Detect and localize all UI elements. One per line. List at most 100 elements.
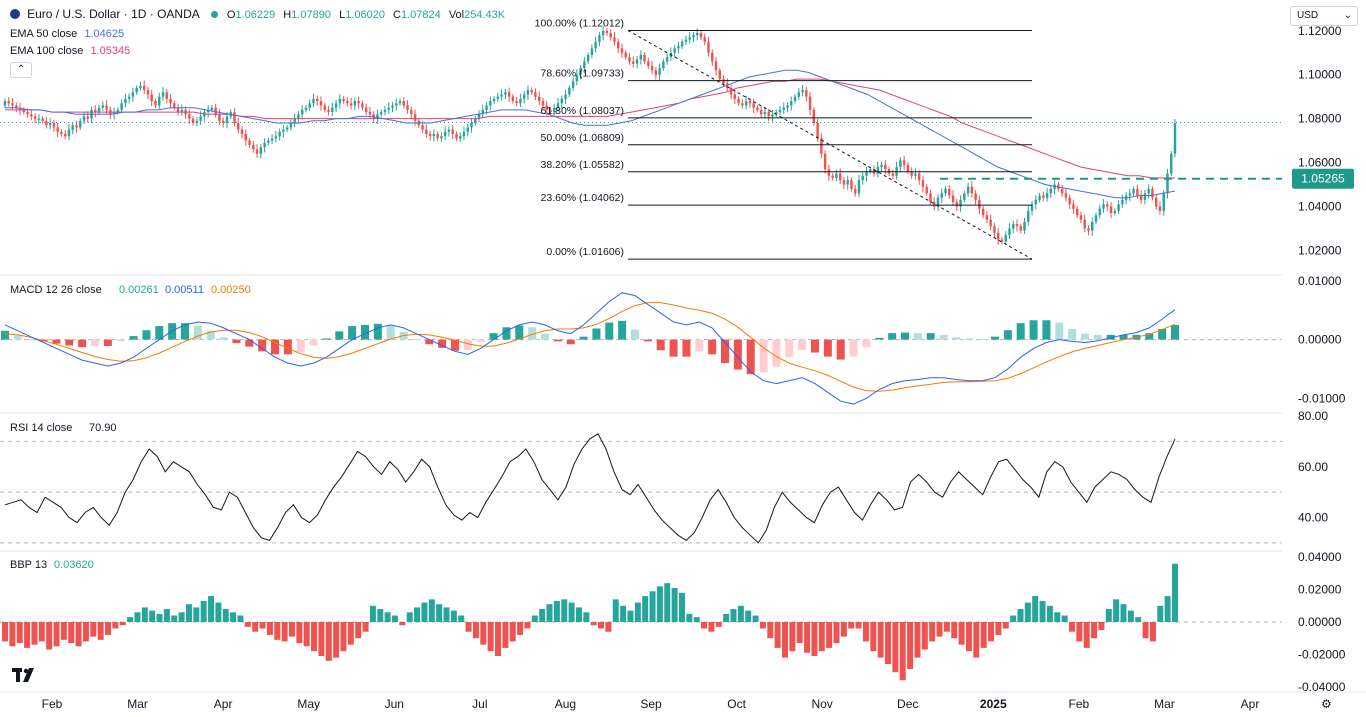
candle-body[interactable]	[933, 202, 936, 207]
candle-body[interactable]	[1154, 197, 1158, 207]
candle-body[interactable]	[1102, 204, 1105, 209]
symbol-title[interactable]: Euro / U.S. Dollar · 1D · OANDA	[27, 7, 200, 21]
candle-body[interactable]	[1015, 224, 1019, 227]
candle-body[interactable]	[71, 125, 74, 130]
candle-body[interactable]	[97, 107, 101, 113]
candle-body[interactable]	[605, 30, 609, 33]
candle-body[interactable]	[1162, 193, 1165, 211]
candle-body[interactable]	[1121, 199, 1124, 205]
candle-body[interactable]	[368, 112, 372, 115]
candle-body[interactable]	[270, 138, 274, 141]
candle-body[interactable]	[741, 103, 744, 106]
candle-body[interactable]	[361, 103, 364, 108]
candle-body[interactable]	[914, 173, 917, 176]
candle-body[interactable]	[665, 57, 669, 62]
candle-body[interactable]	[278, 131, 281, 137]
candle-body[interactable]	[816, 123, 819, 139]
candle-body[interactable]	[906, 164, 910, 172]
candle-body[interactable]	[481, 109, 485, 115]
candle-body[interactable]	[120, 103, 123, 110]
candle-body[interactable]	[560, 98, 564, 104]
candle-body[interactable]	[854, 188, 857, 194]
candle-body[interactable]	[1091, 221, 1094, 231]
candle-body[interactable]	[823, 153, 827, 170]
candle-body[interactable]	[3, 101, 7, 106]
candle-body[interactable]	[842, 180, 846, 185]
candle-body[interactable]	[1004, 235, 1007, 242]
candle-body[interactable]	[880, 164, 883, 167]
candle-body[interactable]	[996, 232, 1000, 240]
candle-body[interactable]	[413, 114, 417, 121]
currency-selector[interactable]: USD ⌄	[1290, 6, 1358, 26]
candle-body[interactable]	[613, 37, 616, 42]
candle-body[interactable]	[116, 109, 120, 113]
candle-body[interactable]	[827, 169, 831, 176]
candle-body[interactable]	[857, 180, 861, 194]
candle-body[interactable]	[289, 123, 293, 128]
candle-body[interactable]	[470, 123, 473, 128]
candle-body[interactable]	[395, 103, 398, 106]
candle-body[interactable]	[609, 32, 612, 38]
candle-body[interactable]	[410, 109, 413, 115]
candle-body[interactable]	[1087, 228, 1090, 231]
candle-body[interactable]	[252, 145, 255, 150]
candle-body[interactable]	[440, 136, 443, 139]
candle-body[interactable]	[530, 90, 533, 93]
candle-body[interactable]	[188, 114, 191, 119]
candle-body[interactable]	[838, 173, 842, 181]
candle-body[interactable]	[662, 61, 665, 69]
candle-body[interactable]	[808, 96, 812, 110]
candle-body[interactable]	[285, 127, 289, 130]
candle-body[interactable]	[522, 94, 526, 99]
candle-body[interactable]	[233, 112, 236, 124]
candle-body[interactable]	[316, 98, 319, 102]
gear-icon[interactable]: ⚙	[1321, 697, 1332, 711]
candle-body[interactable]	[929, 193, 932, 203]
candle-body[interactable]	[22, 109, 26, 113]
candle-body[interactable]	[349, 103, 353, 106]
candle-body[interactable]	[936, 197, 940, 207]
candle-body[interactable]	[101, 105, 105, 108]
candle-body[interactable]	[598, 35, 601, 42]
candle-body[interactable]	[635, 59, 639, 64]
tradingview-logo[interactable]	[12, 668, 38, 687]
candle-body[interactable]	[443, 131, 447, 137]
candle-body[interactable]	[568, 87, 571, 95]
candle-body[interactable]	[1170, 153, 1173, 174]
candle-body[interactable]	[744, 101, 748, 106]
candle-body[interactable]	[959, 199, 962, 207]
candle-body[interactable]	[865, 171, 868, 176]
candle-body[interactable]	[564, 94, 567, 99]
candle-body[interactable]	[1000, 239, 1004, 242]
candle-body[interactable]	[624, 52, 627, 58]
candle-body[interactable]	[1113, 210, 1117, 214]
candle-body[interactable]	[650, 65, 654, 71]
candle-body[interactable]	[11, 103, 14, 106]
candle-body[interactable]	[357, 101, 360, 104]
candle-body[interactable]	[703, 37, 706, 42]
candle-body[interactable]	[225, 116, 229, 124]
candle-body[interactable]	[327, 109, 330, 113]
candle-body[interactable]	[195, 120, 199, 124]
candle-body[interactable]	[553, 107, 556, 113]
candle-body[interactable]	[620, 48, 624, 53]
candle-body[interactable]	[677, 46, 680, 49]
candle-body[interactable]	[131, 92, 135, 97]
candle-body[interactable]	[1045, 193, 1049, 198]
candle-body[interactable]	[616, 41, 620, 49]
candle-body[interactable]	[948, 188, 951, 196]
candle-body[interactable]	[729, 87, 733, 95]
candle-body[interactable]	[391, 105, 394, 108]
candle-body[interactable]	[711, 52, 714, 62]
candle-body[interactable]	[67, 129, 71, 137]
candle-body[interactable]	[346, 101, 349, 104]
candle-body[interactable]	[594, 41, 597, 49]
candle-body[interactable]	[338, 98, 342, 104]
candle-body[interactable]	[142, 85, 146, 91]
candle-body[interactable]	[793, 96, 797, 102]
candle-body[interactable]	[1019, 226, 1022, 231]
candle-body[interactable]	[75, 125, 78, 128]
candle-body[interactable]	[549, 109, 552, 113]
candle-body[interactable]	[1068, 197, 1071, 205]
candle-body[interactable]	[334, 103, 338, 108]
